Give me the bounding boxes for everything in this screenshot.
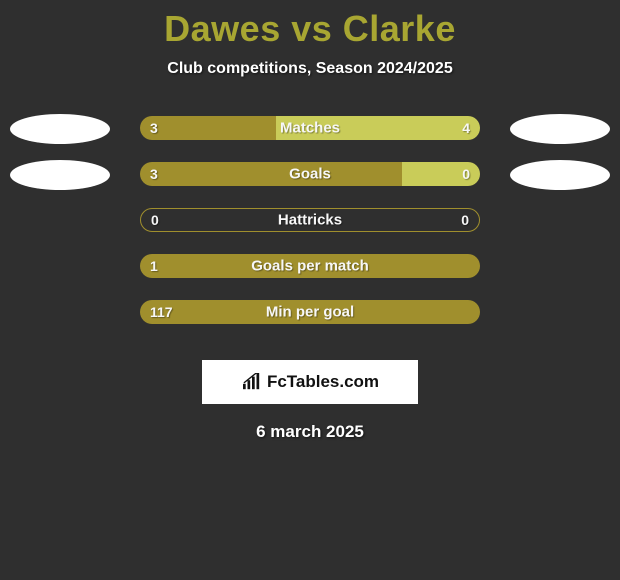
stat-label: Matches (280, 120, 340, 137)
stat-label: Goals (289, 166, 331, 183)
stat-value-left: 117 (150, 304, 173, 320)
player-badge-right (510, 114, 610, 144)
bar-chart-icon (241, 373, 263, 391)
stat-value-right: 0 (461, 212, 469, 228)
stat-value-right: 4 (462, 120, 470, 136)
stat-bar: Goals per match 1 (140, 254, 480, 278)
stat-row: Matches 3 4 (0, 114, 620, 160)
page-title: Dawes vs Clarke (0, 0, 620, 50)
stat-label: Min per goal (266, 304, 354, 321)
stat-row: Goals per match 1 (0, 252, 620, 298)
subtitle: Club competitions, Season 2024/2025 (0, 60, 620, 78)
stat-row: Goals 3 0 (0, 160, 620, 206)
bar-seg-left (140, 162, 402, 186)
comparison-rows: Matches 3 4 Goals 3 0 Hattricks 0 0 Goals per mat… (0, 114, 620, 344)
player-badge-left (10, 160, 110, 190)
stat-row: Hattricks 0 0 (0, 206, 620, 252)
bar-seg-left (140, 116, 276, 140)
player-badge-right (510, 160, 610, 190)
stat-row: Min per goal 117 (0, 298, 620, 344)
logo-box: FcTables.com (202, 360, 418, 404)
logo-text: FcTables.com (267, 372, 379, 392)
player-badge-left (10, 114, 110, 144)
stat-label: Hattricks (278, 212, 342, 229)
stat-value-left: 3 (150, 166, 158, 182)
stat-bar: Hattricks 0 0 (140, 208, 480, 232)
stat-value-right: 0 (462, 166, 470, 182)
stat-bar: Min per goal 117 (140, 300, 480, 324)
date-label: 6 march 2025 (0, 422, 620, 442)
stat-bar: Matches 3 4 (140, 116, 480, 140)
stat-value-left: 1 (150, 258, 158, 274)
stat-value-left: 0 (151, 212, 159, 228)
stat-label: Goals per match (251, 258, 369, 275)
stat-bar: Goals 3 0 (140, 162, 480, 186)
stat-value-left: 3 (150, 120, 158, 136)
